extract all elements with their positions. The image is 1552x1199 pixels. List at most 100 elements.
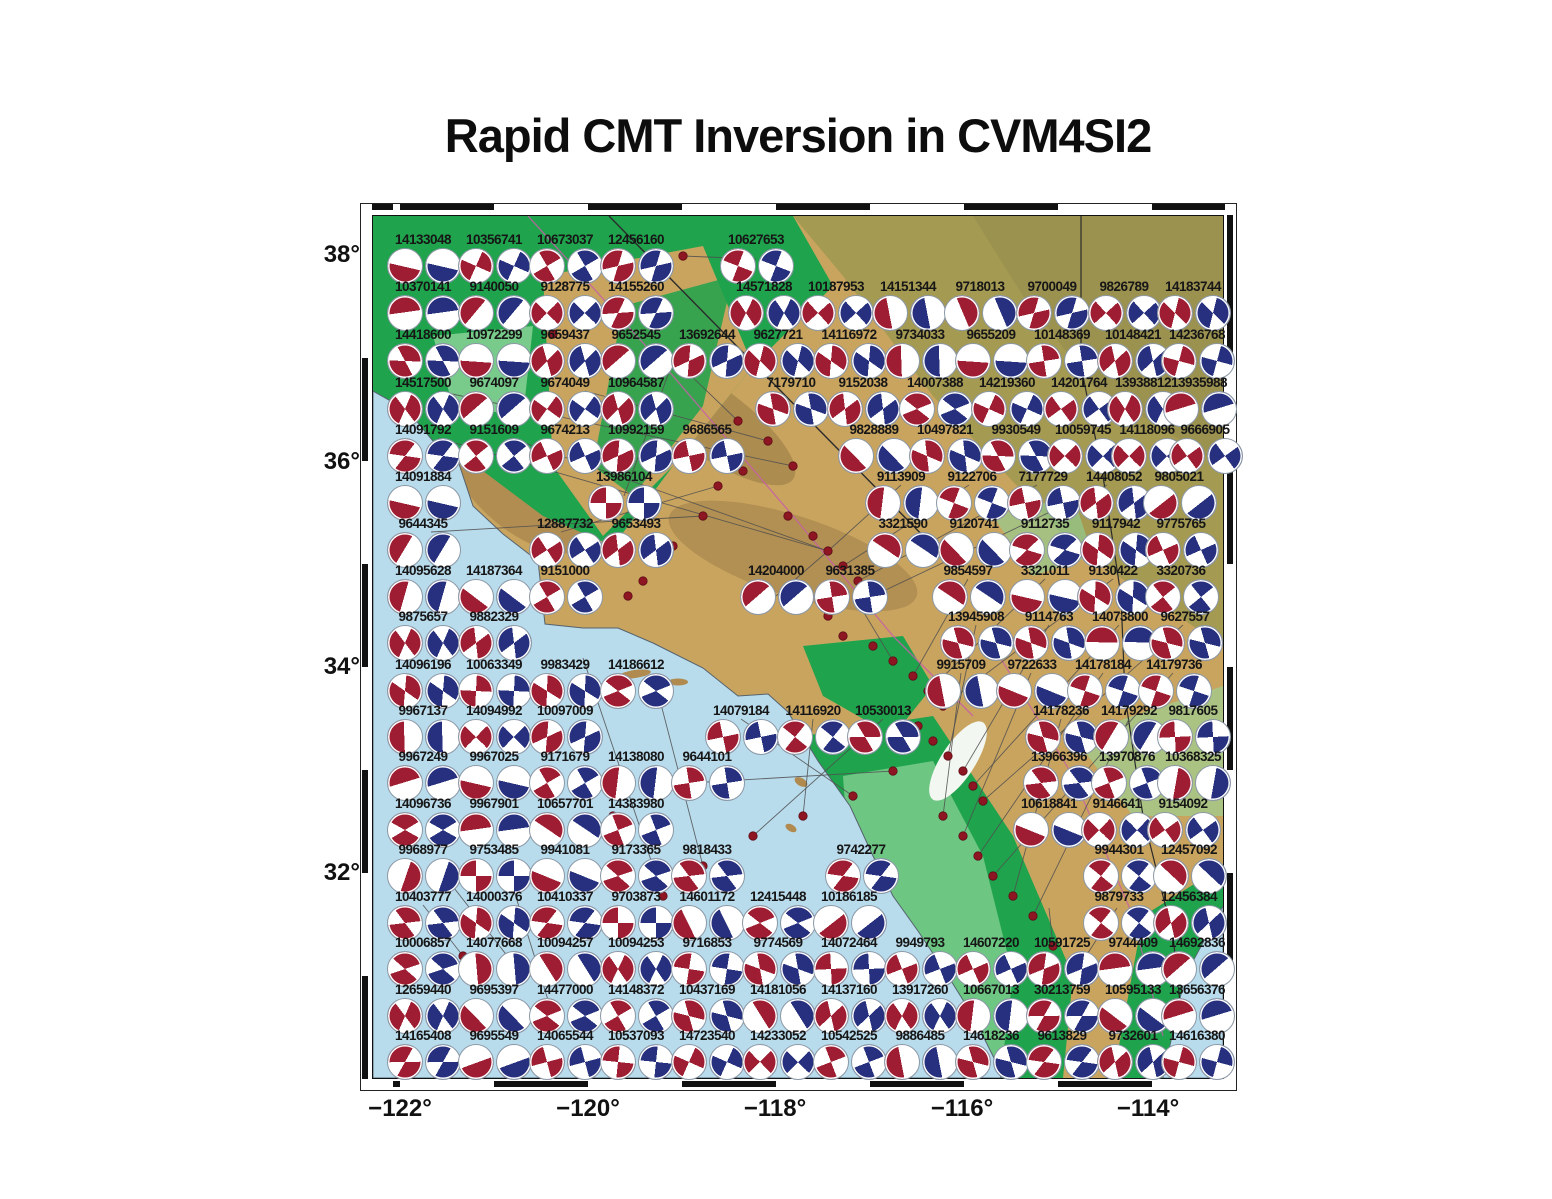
beachball-blue-icon xyxy=(1207,438,1243,474)
beachball-red-icon xyxy=(1088,295,1124,331)
beachball-blue-icon xyxy=(1191,905,1227,941)
beachball-red-icon xyxy=(671,998,707,1034)
frame-ticks-bottom xyxy=(372,1081,1225,1087)
beachball-red-icon xyxy=(1153,858,1189,894)
beachball-blue-icon xyxy=(743,719,779,755)
beachball-red-icon xyxy=(529,391,565,427)
beachball-blue-icon xyxy=(638,998,674,1034)
beachball-red-icon xyxy=(387,858,423,894)
beachball-red-icon xyxy=(458,295,494,331)
beachball-red-icon xyxy=(529,951,565,987)
map-figure: 14133048 10356741 10673037 12456160 10627653… xyxy=(372,215,1243,1080)
event-id-label: 10063349 xyxy=(465,657,523,672)
beachball-red-icon xyxy=(387,951,423,987)
beachball-red-icon xyxy=(940,625,976,661)
beachball-blue-icon xyxy=(567,951,603,987)
event-id-label: 9818433 xyxy=(682,842,732,857)
beachball-red-icon xyxy=(847,719,883,755)
beachball-blue-icon xyxy=(885,719,921,755)
beachball-blue-icon xyxy=(638,673,674,709)
beachball-red-icon xyxy=(671,858,707,894)
beachball-blue-icon xyxy=(1195,295,1231,331)
beachball-blue-icon xyxy=(1195,719,1231,755)
event-id-label: 12887732 xyxy=(536,516,594,531)
event-id-label: 10148421 xyxy=(1104,327,1162,342)
beachball-blue-icon xyxy=(1185,812,1221,848)
beachball-red-icon xyxy=(1169,438,1205,474)
beachball-blue-icon xyxy=(1045,485,1081,521)
lat-tick-label: 32° xyxy=(323,859,360,886)
beachball-blue-icon xyxy=(709,951,745,987)
event-id-label: 14096196 xyxy=(394,657,452,672)
beachball-blue-icon xyxy=(496,719,532,755)
beachball-blue-icon xyxy=(638,1044,674,1080)
beachball-red-icon xyxy=(1047,438,1083,474)
beachball-blue-icon xyxy=(1064,998,1100,1034)
beachball-red-icon xyxy=(458,248,494,284)
event-id-label: 14118096 xyxy=(1119,422,1175,437)
event-id-label: 14204000 xyxy=(747,563,805,578)
beachball-red-icon xyxy=(671,765,707,801)
beachball-red-icon xyxy=(865,485,901,521)
beachball-blue-icon xyxy=(496,248,532,284)
beachball-red-icon xyxy=(1157,765,1193,801)
beachball-blue-icon xyxy=(851,1044,887,1080)
beachball-blue-icon xyxy=(567,812,603,848)
event-id-label: 9744409 xyxy=(1108,935,1158,950)
beachball-blue-icon xyxy=(1105,673,1141,709)
beachball-blue-icon xyxy=(963,673,999,709)
beachball-red-icon xyxy=(971,391,1007,427)
beachball-red-icon xyxy=(813,905,849,941)
beachball-blue-icon xyxy=(496,1044,532,1080)
event-id-label: 7179710 xyxy=(766,375,816,390)
beachball-red-icon xyxy=(825,858,861,894)
beachball-blue-icon xyxy=(567,905,603,941)
beachball-blue-icon xyxy=(496,579,532,615)
event-id-label: 10356741 xyxy=(465,232,523,247)
event-id-label: 9122706 xyxy=(947,469,997,484)
event-id-label: 10657701 xyxy=(536,796,594,811)
beachball-red-icon xyxy=(955,343,991,379)
beachball-red-icon xyxy=(720,248,756,284)
beachball-red-icon xyxy=(387,579,423,615)
beachball-red-icon xyxy=(884,1044,920,1080)
beachball-blue-icon xyxy=(425,343,461,379)
event-id-label: 10186185 xyxy=(820,889,878,904)
beachball-red-icon xyxy=(458,812,494,848)
beachball-blue-icon xyxy=(1181,485,1217,521)
event-id-label: 9114763 xyxy=(1024,609,1074,624)
beachball-red-icon xyxy=(1138,673,1174,709)
event-id-label: 14233052 xyxy=(749,1028,807,1043)
beachball-red-icon xyxy=(387,905,423,941)
event-id-label: 10097009 xyxy=(536,703,594,718)
beachball-blue-icon xyxy=(910,295,946,331)
beachball-red-icon xyxy=(742,998,778,1034)
beachball-blue-icon xyxy=(496,905,532,941)
beachball-blue-icon xyxy=(425,673,461,709)
event-id-label: 9627557 xyxy=(1160,609,1210,624)
beachball-red-icon xyxy=(671,905,707,941)
event-id-label: 10627653 xyxy=(727,232,785,247)
beachball-red-icon xyxy=(600,343,636,379)
beachball-red-icon xyxy=(529,673,565,709)
beachball-blue-icon xyxy=(638,812,674,848)
event-id-label: 9886485 xyxy=(895,1028,945,1043)
event-id-label: 12415448 xyxy=(749,889,807,904)
beachball-red-icon xyxy=(1084,625,1120,661)
beachball-red-icon xyxy=(1161,1044,1197,1080)
beachball-red-icon xyxy=(944,295,980,331)
beachball-red-icon xyxy=(529,248,565,284)
event-id-label: 13945908 xyxy=(947,609,1005,624)
beachball-blue-icon xyxy=(567,858,603,894)
beachball-red-icon xyxy=(1149,625,1185,661)
beachball-blue-icon xyxy=(638,343,674,379)
beachball-blue-icon xyxy=(1183,532,1219,568)
event-id-label: 9627721 xyxy=(753,327,803,342)
beachball-red-icon xyxy=(458,343,494,379)
event-id-label: 9828889 xyxy=(849,422,899,437)
event-id-label: 12456384 xyxy=(1160,889,1218,904)
beachball-blue-icon xyxy=(567,673,603,709)
beachball-blue-icon xyxy=(709,858,745,894)
event-id-label: 13935988 xyxy=(1170,375,1228,390)
beachball-red-icon xyxy=(458,391,494,427)
